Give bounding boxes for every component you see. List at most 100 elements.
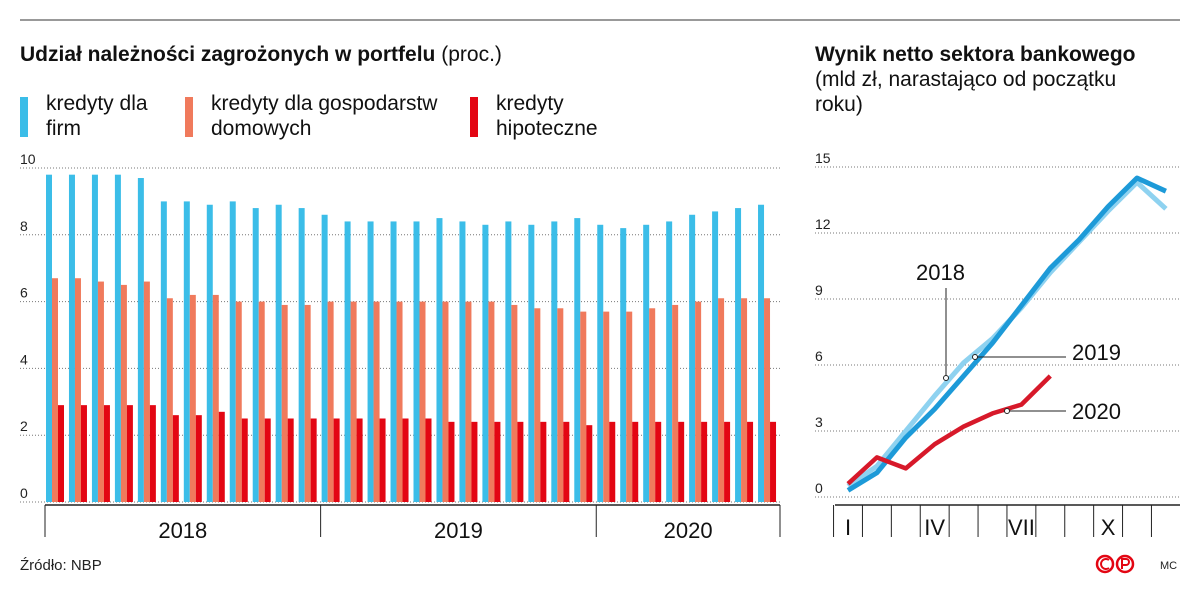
bar [344, 221, 351, 502]
bar [597, 224, 604, 502]
bar [655, 421, 662, 502]
bar [235, 301, 242, 502]
bar [402, 418, 409, 502]
chart-title: Wynik netto sektora bankowego [815, 43, 1136, 66]
leader-dot [1004, 408, 1010, 414]
bar [120, 284, 127, 502]
bar [517, 421, 524, 502]
bar [58, 405, 64, 502]
bar [97, 281, 104, 502]
bar [143, 281, 150, 502]
bar [195, 415, 202, 502]
bar [626, 311, 633, 502]
bar [436, 218, 443, 502]
x-group-label: 2019 [434, 518, 483, 543]
bar [258, 301, 265, 502]
legend-label: kredyty dla firm [46, 92, 148, 140]
y-tick-label: 3 [815, 414, 823, 430]
y-tick-label: 6 [815, 348, 823, 364]
bar [494, 421, 501, 502]
chart-title: Udział należności zagrożonych w portfelu [20, 43, 436, 66]
bar [327, 301, 334, 502]
bar [425, 418, 432, 502]
bar [367, 221, 374, 502]
bar [586, 425, 593, 502]
y-tick-label: 2 [20, 418, 28, 434]
bar [379, 418, 386, 502]
bar [396, 301, 403, 502]
bar [350, 301, 357, 502]
bar [321, 214, 328, 502]
bar [126, 405, 133, 502]
bar [74, 278, 81, 502]
bar [373, 301, 380, 502]
line [846, 179, 1168, 489]
bar [241, 418, 248, 502]
title-block: Udział należności zagrożonych w portfelu… [20, 42, 720, 67]
bar [488, 301, 495, 502]
bar [390, 221, 397, 502]
bar [609, 421, 616, 502]
bar [666, 221, 673, 502]
bar [505, 221, 512, 502]
bar [465, 301, 472, 502]
bar [758, 204, 765, 503]
bar [356, 418, 363, 502]
bar [442, 301, 449, 502]
bar [46, 174, 52, 502]
bar [114, 174, 121, 502]
bar [448, 421, 455, 502]
bar [298, 208, 305, 502]
bar [229, 201, 236, 502]
bar [649, 308, 656, 502]
chart-subtitle: (mld zł, narastająco od początku roku) [815, 68, 1117, 116]
bar [287, 418, 294, 502]
x-tick-label: VII [1008, 515, 1035, 540]
bar [620, 228, 627, 502]
x-group-label: 2018 [158, 518, 207, 543]
series-label: 2019 [1072, 340, 1121, 365]
bar [459, 221, 466, 502]
y-tick-label: 6 [20, 285, 28, 301]
bar [712, 211, 719, 503]
bar [206, 204, 213, 503]
bar [689, 214, 696, 502]
bar [540, 421, 547, 502]
bar [551, 221, 558, 502]
leader-dot [943, 375, 949, 381]
bar [183, 201, 190, 502]
bar [534, 308, 541, 502]
bar [264, 418, 271, 502]
y-tick-label: 0 [815, 480, 823, 496]
logo [1095, 554, 1135, 574]
line [846, 374, 1052, 486]
bar [718, 298, 725, 502]
y-tick-label: 10 [20, 151, 36, 167]
bar [580, 311, 587, 502]
bar [149, 405, 156, 502]
bar [252, 208, 259, 502]
bar [557, 308, 564, 502]
y-tick-label: 8 [20, 218, 28, 234]
bar [695, 301, 702, 502]
bar [574, 218, 581, 502]
series-label: 2020 [1072, 399, 1121, 424]
bar [172, 415, 179, 502]
bar [603, 311, 610, 502]
y-tick-label: 9 [815, 282, 823, 298]
bar [701, 421, 708, 502]
line [846, 175, 1167, 493]
bar [770, 421, 777, 502]
bar [563, 421, 570, 502]
bar [419, 301, 426, 502]
bar [275, 204, 282, 503]
bar [281, 304, 288, 502]
bar [528, 224, 535, 502]
y-tick-label: 0 [20, 485, 28, 501]
bar [52, 278, 58, 502]
credit: MC [1160, 560, 1177, 572]
legend-swatch [20, 97, 28, 137]
y-tick-label: 15 [815, 150, 831, 166]
